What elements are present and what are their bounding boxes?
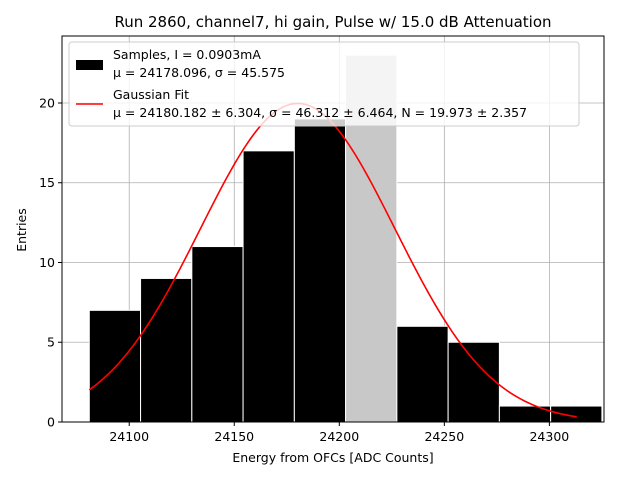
y-tick-label: 15 [39, 175, 55, 190]
histogram-bar [550, 405, 603, 423]
legend-samples-stats: μ = 24178.096, σ = 45.575 [113, 65, 285, 80]
x-axis-ticks: 24100 24150 24200 24250 24300 [109, 422, 569, 444]
y-tick-label: 20 [39, 95, 55, 110]
histogram-bar [447, 341, 500, 423]
histogram-bar [396, 325, 449, 423]
x-tick-label: 24100 [109, 429, 149, 444]
y-axis-label: Entries [14, 208, 29, 252]
histogram-bar [242, 150, 295, 423]
y-tick-label: 10 [39, 255, 55, 270]
y-tick-label: 5 [47, 335, 55, 350]
histogram-bar [293, 118, 347, 423]
y-axis-ticks: 0 5 10 15 20 [39, 95, 62, 430]
legend-fit-params: μ = 24180.182 ± 6.304, σ = 46.312 ± 6.46… [113, 105, 527, 120]
legend-samples-swatch [76, 60, 103, 70]
histogram-bar [140, 277, 193, 423]
x-tick-label: 24150 [214, 429, 254, 444]
legend-fit-label: Gaussian Fit [113, 87, 189, 102]
y-tick-label: 0 [47, 415, 55, 430]
histogram-bar [88, 309, 142, 423]
legend-samples-label: Samples, I = 0.0903mA [113, 47, 261, 62]
histogram-bar [191, 246, 244, 423]
plot-frame [61, 35, 605, 423]
chart-title: Run 2860, channel7, hi gain, Pulse w/ 15… [114, 13, 551, 31]
x-tick-label: 24200 [319, 429, 359, 444]
x-axis-label: Energy from OFCs [ADC Counts] [232, 450, 433, 465]
x-tick-label: 24300 [529, 429, 569, 444]
legend: Samples, I = 0.0903mA μ = 24178.096, σ =… [68, 41, 580, 127]
legend-box [68, 41, 580, 127]
x-tick-label: 24250 [424, 429, 464, 444]
